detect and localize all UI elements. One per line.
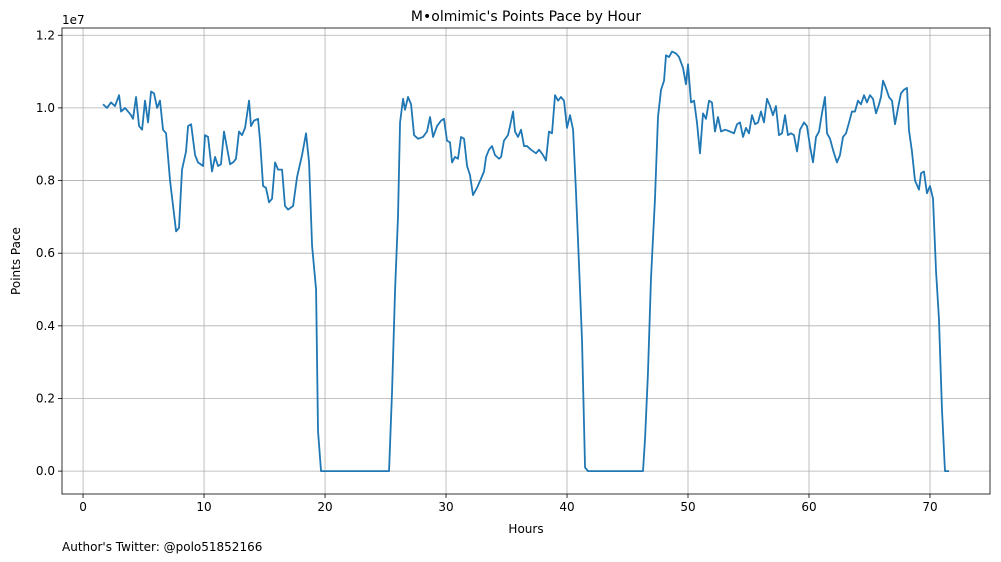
x-tick-label: 40: [559, 500, 574, 514]
y-tick-label: 0.0: [36, 464, 55, 478]
x-axis-label: Hours: [508, 522, 543, 536]
x-tick-label: 10: [196, 500, 211, 514]
x-tick-label: 50: [680, 500, 695, 514]
plot: [102, 50, 949, 473]
chart-title: M•olmimic's Points Pace by Hour: [411, 9, 641, 25]
y-offset-label: 1e7: [62, 13, 85, 27]
x-tick-label: 30: [438, 500, 453, 514]
x-tick-label: 60: [801, 500, 816, 514]
x-tick-label: 70: [922, 500, 937, 514]
series-line: [102, 50, 949, 473]
x-tick-label: 20: [317, 500, 332, 514]
grid: [62, 28, 990, 494]
y-tick-label: 1.0: [36, 101, 55, 115]
y-axis-label: Points Pace: [9, 227, 23, 295]
x-tick-label: 0: [79, 500, 87, 514]
y-tick-label: 0.8: [36, 174, 55, 188]
ticks: 0 10 20 30 40 50 60 70 0.0 0.2 0.4 0.6 0.8 1.0 1.2: [36, 28, 938, 514]
y-tick-label: 0.6: [36, 246, 55, 260]
y-tick-label: 1.2: [36, 28, 55, 42]
y-tick-label: 0.2: [36, 391, 55, 405]
axes-frame: [61, 27, 991, 495]
footnote: Author's Twitter: @polo51852166: [62, 540, 262, 554]
y-tick-label: 0.4: [36, 319, 55, 333]
